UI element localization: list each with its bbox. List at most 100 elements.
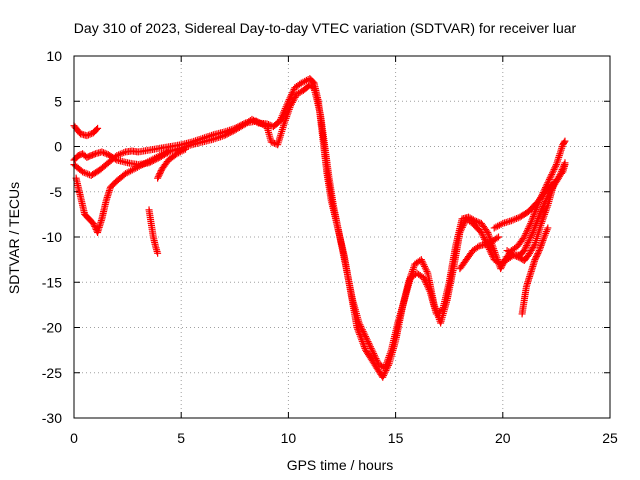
- data-point: [485, 239, 493, 247]
- data-point: [257, 119, 265, 127]
- data-point: [364, 338, 372, 346]
- data-point: [361, 331, 369, 339]
- x-tick-label: 10: [281, 430, 297, 446]
- data-point: [358, 324, 366, 332]
- data-point: [532, 253, 540, 261]
- data-point: [521, 231, 529, 239]
- data-point: [523, 242, 531, 250]
- data-point: [473, 217, 481, 225]
- data-point: [359, 327, 367, 335]
- data-point: [522, 243, 530, 251]
- data-point: [254, 118, 262, 126]
- data-point: [98, 148, 106, 156]
- data-point: [379, 373, 387, 381]
- data-point: [235, 122, 243, 130]
- data-point: [471, 217, 479, 225]
- data-point: [474, 243, 482, 251]
- data-point: [479, 232, 487, 240]
- data-point: [524, 238, 532, 246]
- data-series: [518, 224, 552, 318]
- data-point: [372, 355, 380, 363]
- data-point: [90, 221, 98, 229]
- data-point: [545, 177, 553, 185]
- data-series: [72, 147, 172, 236]
- y-tick-label: -30: [42, 410, 62, 426]
- data-point: [84, 131, 92, 139]
- data-point: [550, 179, 558, 187]
- data-points: [70, 75, 569, 381]
- data-point: [500, 259, 508, 267]
- data-point: [560, 138, 568, 146]
- data-point: [469, 216, 477, 224]
- data-point: [511, 252, 519, 260]
- data-point: [420, 275, 428, 283]
- y-tick-label: 10: [46, 48, 62, 64]
- data-point: [418, 257, 426, 265]
- data-point: [118, 149, 126, 157]
- data-point: [289, 87, 297, 95]
- plot-frame: [73, 55, 611, 419]
- data-point: [180, 146, 188, 154]
- data-point: [528, 230, 536, 238]
- data-point: [421, 264, 429, 272]
- data-point: [371, 353, 379, 361]
- data-point: [258, 120, 266, 128]
- data-point: [561, 161, 569, 169]
- y-tick-label: -25: [42, 365, 62, 381]
- data-point: [422, 266, 430, 274]
- data-point: [417, 256, 425, 264]
- data-point: [366, 343, 374, 351]
- data-point: [513, 252, 521, 260]
- data-series: [154, 145, 189, 182]
- data-point: [543, 180, 551, 188]
- data-point: [355, 319, 363, 327]
- data-point: [421, 277, 429, 285]
- data-point: [534, 250, 542, 258]
- data-point: [526, 221, 534, 229]
- data-point: [113, 152, 121, 160]
- data-point: [544, 179, 552, 187]
- y-tick-label: -20: [42, 320, 62, 336]
- data-point: [94, 124, 102, 132]
- x-tick-label: 20: [495, 430, 511, 446]
- data-point: [357, 322, 365, 330]
- data-point: [511, 215, 519, 223]
- data-point: [535, 248, 543, 256]
- data-point: [240, 120, 248, 128]
- data-point: [523, 228, 531, 236]
- data-point: [522, 230, 530, 238]
- data-point: [366, 341, 374, 349]
- data-point: [520, 247, 528, 255]
- data-point: [524, 225, 532, 233]
- data-point: [510, 251, 518, 259]
- data-point: [538, 238, 546, 246]
- data-point: [539, 236, 547, 244]
- data-point: [368, 346, 376, 354]
- data-point: [537, 242, 545, 250]
- data-point: [373, 356, 381, 364]
- data-point: [156, 168, 164, 176]
- data-point: [525, 223, 533, 231]
- data-point: [423, 281, 431, 289]
- data-point: [267, 138, 275, 146]
- data-point: [485, 245, 493, 253]
- data-series: [503, 179, 558, 265]
- data-point: [526, 235, 534, 243]
- x-tick-label: 0: [70, 430, 78, 446]
- data-point: [483, 240, 491, 248]
- data-point: [380, 372, 388, 380]
- data-point: [509, 216, 517, 224]
- data-point: [99, 149, 107, 157]
- y-tick-label: 5: [54, 93, 62, 109]
- data-point: [255, 119, 263, 127]
- data-point: [89, 219, 97, 227]
- data-point: [497, 220, 505, 228]
- data-point: [538, 240, 546, 248]
- y-tick-label: -5: [50, 184, 63, 200]
- data-point: [356, 321, 364, 329]
- data-point: [531, 256, 539, 264]
- data-point: [498, 262, 506, 270]
- data-point: [90, 150, 98, 158]
- data-point: [181, 145, 189, 153]
